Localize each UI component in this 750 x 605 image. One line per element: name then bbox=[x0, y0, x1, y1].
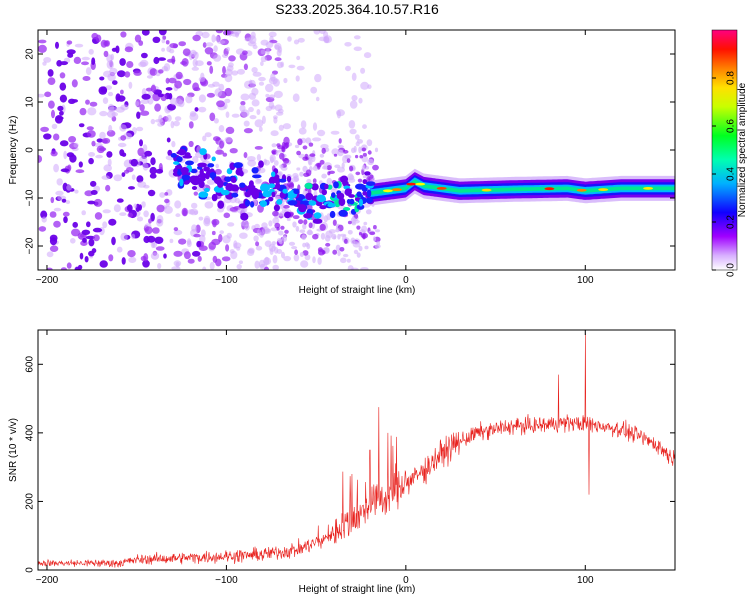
y-tick-label: 200 bbox=[25, 493, 36, 510]
colorbar-tick-label: 0.8 bbox=[726, 71, 737, 85]
snr-panel: −200 −100 0 100 0 200 400 600 Height of straigh… bbox=[8, 329, 676, 595]
colorbar-label: Normalized spectral amplitude bbox=[737, 82, 748, 217]
colorbar-tick-label: 0.2 bbox=[726, 215, 737, 229]
x-tick-label: −100 bbox=[215, 275, 238, 286]
spectrogram-heatmap bbox=[38, 30, 675, 270]
y-tick-label: 600 bbox=[25, 356, 36, 373]
colorbar-tick-label: 0.4 bbox=[726, 167, 737, 181]
y-tick-label: 10 bbox=[25, 96, 36, 108]
y-tick-label: 400 bbox=[25, 424, 36, 441]
x-tick-label: 100 bbox=[577, 575, 594, 586]
x-tick-label: −200 bbox=[36, 275, 59, 286]
spectrogram-ylabel: Frequency (Hz) bbox=[8, 116, 19, 185]
snr-ticks: −200 −100 0 100 0 200 400 600 bbox=[25, 330, 675, 586]
y-tick-label: 20 bbox=[25, 48, 36, 60]
snr-ylabel: SNR (10 * v/v) bbox=[8, 418, 19, 482]
noise-blobs bbox=[38, 30, 382, 270]
y-tick-label: 0 bbox=[25, 567, 36, 573]
spectrogram-xlabel: Height of straight line (km) bbox=[299, 285, 416, 296]
colorbar-gradient bbox=[711, 29, 738, 271]
x-tick-label: 0 bbox=[403, 275, 409, 286]
snr-frame bbox=[37, 329, 676, 571]
chart-title: S233.2025.364.10.57.R16 bbox=[275, 1, 439, 17]
y-tick-label: −10 bbox=[25, 189, 36, 206]
colorbar-tick-label: 0.6 bbox=[726, 119, 737, 133]
colorbar-ticks: 0.0 0.2 0.4 0.6 0.8 bbox=[712, 71, 737, 277]
snr-series-line bbox=[38, 333, 675, 568]
colorbar-tick-label: 0.0 bbox=[726, 263, 737, 277]
x-tick-label: −100 bbox=[215, 575, 238, 586]
x-tick-label: 0 bbox=[403, 575, 409, 586]
x-tick-label: 100 bbox=[577, 275, 594, 286]
snr-xlabel: Height of straight line (km) bbox=[299, 584, 416, 595]
y-tick-label: 0 bbox=[25, 147, 36, 153]
colorbar: 0.0 0.2 0.4 0.6 0.8 Normalized spectral ampl… bbox=[711, 29, 748, 277]
signal-band bbox=[170, 146, 675, 224]
y-tick-label: −20 bbox=[25, 237, 36, 254]
x-tick-label: −200 bbox=[36, 575, 59, 586]
